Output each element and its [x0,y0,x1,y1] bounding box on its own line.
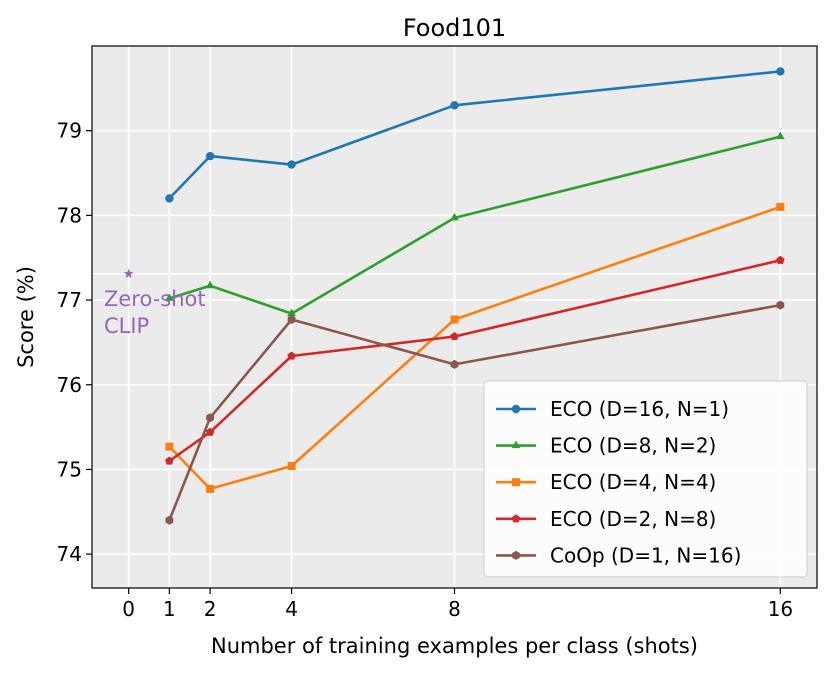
legend-marker [511,514,521,523]
y-tick-label: 74 [57,542,82,566]
reference-label-line1: Zero-shot [104,287,206,311]
reference-marker [123,268,134,278]
x-tick-label: 16 [768,597,793,621]
data-point [287,462,296,470]
legend-marker [511,404,521,414]
reference-marker-group [123,268,134,278]
data-point [165,456,174,465]
chart-title: Food101 [403,14,506,42]
x-axis-ticks: 0 1 2 4 8 16 [122,588,793,621]
data-point [450,212,459,221]
data-point [206,484,215,493]
legend-label: CoOp (D=1, N=16) [550,543,741,567]
y-tick-label: 75 [57,457,82,481]
data-point [450,315,459,324]
legend-label: ECO (D=8, N=2) [550,434,716,458]
data-point [165,442,174,451]
data-point [776,255,785,264]
series-1 [165,67,785,203]
legend-label: ECO (D=16, N=1) [550,397,729,421]
data-point [205,427,215,436]
data-point [450,101,459,110]
series-2 [165,131,785,317]
data-point [165,293,174,301]
data-point [776,67,785,76]
y-tick-label: 77 [57,288,82,312]
series-group [165,67,785,525]
y-tick-label: 79 [57,119,82,143]
plot-frame [91,45,818,589]
data-point [287,308,296,317]
data-point [776,202,785,211]
data-point [165,515,174,525]
legend-marker [512,550,520,560]
legend-label: ECO (D=4, N=4) [550,470,716,494]
data-point [287,351,296,360]
legend-marker [511,440,521,449]
data-point [205,151,215,161]
data-point [287,315,296,324]
y-axis-ticks: 74 75 76 77 78 79 [57,119,92,566]
x-tick-label: 8 [448,597,461,621]
series-5 [165,300,785,525]
x-axis-label: Number of training examples per class (s… [211,634,698,658]
x-tick-label: 4 [285,597,298,621]
x-tick-label: 1 [163,597,176,621]
data-point [206,413,214,423]
legend-marker [512,478,520,487]
data-point [205,280,215,289]
data-point [450,332,459,341]
y-tick-label: 78 [57,203,82,227]
series-4 [165,255,785,465]
x-tick-label: 0 [122,597,135,621]
series-3 [165,202,785,493]
x-tick-label: 2 [204,597,217,621]
y-tick-label: 76 [57,373,82,397]
y-axis-label: Score (%) [14,266,38,368]
data-point [450,359,459,369]
reference-label-line2: CLIP [104,314,149,338]
legend-label: ECO (D=2, N=8) [550,507,716,531]
data-point [287,160,296,169]
data-point [776,300,785,310]
data-point [165,194,174,203]
data-point [776,131,785,140]
legend-box [483,380,808,578]
legend: ECO (D=16, N=1) ECO (D=8, N=2) ECO (D=4, N… [483,380,808,578]
